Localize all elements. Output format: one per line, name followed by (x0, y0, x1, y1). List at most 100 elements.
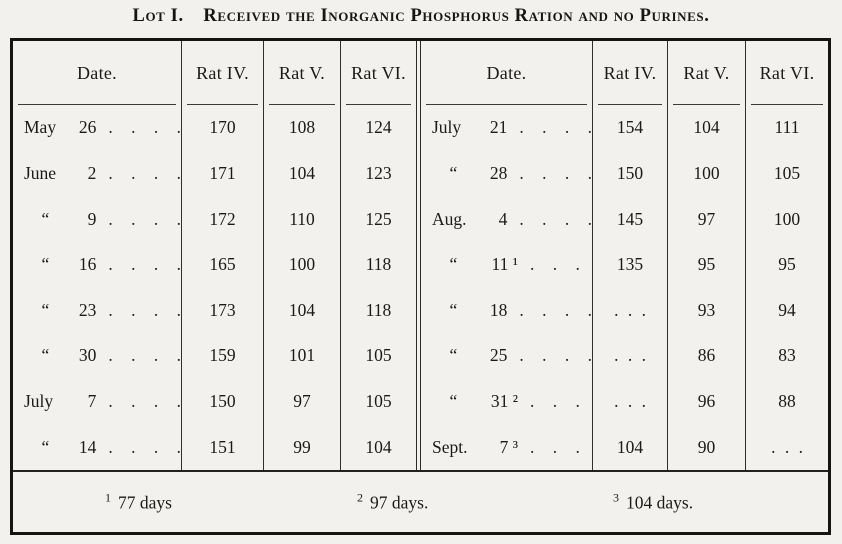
date-cell: “ 31 ² . . . (421, 379, 592, 425)
column-header-rat-iv: Rat IV. (592, 41, 667, 105)
table-row: “ 28 . . . . 150 100 105 (421, 150, 828, 197)
rat-vi-value: 88 (745, 378, 828, 425)
table-body-area: Date. Rat IV. Rat V. Rat VI. May 26 . . . … (13, 41, 828, 470)
date-month: Aug. (432, 208, 467, 229)
date-month: “ (24, 208, 50, 229)
rat-v-value: 110 (263, 196, 340, 242)
dot-leader: . . . . (108, 299, 181, 320)
rat-vi-value: 118 (340, 287, 416, 334)
table-row: Aug. 4 . . . . 145 97 100 (421, 196, 828, 242)
rat-vi-value: 95 (745, 241, 828, 288)
column-header-rat-v: Rat V. (263, 41, 340, 105)
rat-v-value: 100 (263, 241, 340, 288)
table-row: “ 16 . . . . 165 100 118 (13, 241, 416, 288)
date-cell: July 7 . . . . (13, 379, 181, 425)
right-header-row: Date. Rat IV. Rat V. Rat VI. (421, 41, 828, 105)
date-cell: “ 16 . . . . (13, 242, 182, 288)
footnote-text: 97 days. (370, 492, 429, 513)
rat-iv-value: 165 (181, 241, 263, 288)
dot-leader: . . . . (108, 345, 181, 366)
rat-iv-value: . . . (592, 333, 667, 379)
rat-iv-value: 173 (181, 287, 263, 334)
rat-v-value: 93 (667, 287, 745, 334)
rat-v-value: 90 (667, 424, 745, 470)
date-cell: “ 11 ¹ . . . (421, 242, 592, 288)
rat-iv-value: . . . (592, 287, 667, 334)
date-month: “ (432, 254, 458, 275)
date-month: “ (432, 299, 458, 320)
table-row: “ 18 . . . . . . . 93 94 (421, 287, 828, 334)
date-month: “ (24, 345, 50, 366)
table-row: Sept. 7 ³ . . . 104 90 . . . (421, 424, 828, 470)
date-month: June (24, 162, 57, 183)
rat-v-value: 99 (263, 424, 340, 470)
table-row: “ 31 ² . . . . . . 96 88 (421, 378, 828, 425)
rat-iv-value: 151 (181, 424, 263, 470)
rat-vi-value: 105 (745, 150, 828, 197)
date-day: 9 (87, 208, 97, 229)
column-header-rat-vi: Rat VI. (340, 41, 416, 105)
column-header-rat-iv: Rat IV. (181, 41, 263, 105)
date-month: May (24, 117, 57, 138)
column-header-rat-vi: Rat VI. (745, 41, 828, 105)
date-cell: Aug. 4 . . . . (421, 196, 592, 242)
date-day: 31 ² (490, 391, 518, 412)
date-cell: Sept. 7 ³ . . . (421, 424, 592, 470)
footnote-text: 77 days (118, 492, 172, 513)
footnote-mark: 3 (613, 490, 619, 505)
rat-vi-value: 125 (340, 196, 416, 242)
rat-vi-value: 83 (745, 333, 828, 379)
date-month: “ (24, 299, 50, 320)
rat-vi-value: 118 (340, 241, 416, 288)
rat-v-value: 104 (263, 287, 340, 334)
dot-leader: . . . . (519, 117, 592, 138)
date-month: “ (432, 162, 458, 183)
rat-iv-value: 150 (181, 378, 263, 425)
table-row: July 7 . . . . 150 97 105 (13, 378, 416, 425)
dot-leader: . . . . (519, 299, 592, 320)
table-row: “ 23 . . . . 173 104 118 (13, 287, 416, 334)
footnote-mark: 2 (357, 490, 363, 505)
date-cell: “ 14 . . . . (13, 424, 182, 470)
footnote-2: 2 97 days. (357, 491, 428, 514)
rat-vi-value: . . . (745, 424, 828, 470)
table-row: “ 14 . . . . 151 99 104 (13, 424, 416, 470)
date-day: 26 (78, 117, 97, 138)
date-cell: May 26 . . . . (13, 105, 181, 151)
date-month: “ (24, 436, 50, 457)
footnote-text: 104 days. (626, 492, 694, 513)
date-day: 4 (498, 208, 508, 229)
rat-vi-value: 124 (340, 105, 416, 151)
date-cell: “ 18 . . . . (421, 288, 593, 334)
date-cell: “ 9 . . . . (13, 196, 182, 242)
rat-v-value: 95 (667, 241, 745, 288)
dot-leader: . . . . (108, 162, 181, 183)
dot-leader: . . . . (108, 208, 181, 229)
date-month: July (24, 391, 54, 412)
date-month: July (432, 117, 462, 138)
date-day: 21 (489, 117, 508, 138)
rat-iv-value: 154 (592, 105, 667, 151)
left-table: Date. Rat IV. Rat V. Rat VI. May 26 . . . … (13, 41, 416, 470)
date-day: 30 (78, 345, 97, 366)
dot-leader: . . . (530, 436, 580, 457)
dot-leader: . . . . (108, 117, 181, 138)
column-header-date: Date. (13, 41, 181, 105)
table-row: “ 11 ¹ . . . 135 95 95 (421, 241, 828, 288)
dot-leader: . . . (530, 254, 580, 275)
dot-leader: . . . . (108, 391, 181, 412)
rat-v-value: 104 (667, 105, 745, 151)
rat-iv-value: 159 (181, 333, 263, 379)
right-table-rows: July 21 . . . . 154 104 111 “ 28 . . . . 150… (421, 105, 828, 470)
date-day: 11 ¹ (491, 254, 518, 275)
table-title: Lot I. Received the Inorganic Phosphorus… (132, 6, 710, 26)
date-month: Sept. (432, 436, 468, 457)
rat-vi-value: 104 (340, 424, 416, 470)
rat-v-value: 100 (667, 150, 745, 197)
date-day: 28 (489, 162, 508, 183)
center-double-rule (416, 41, 421, 470)
rat-iv-value: 170 (181, 105, 263, 151)
rat-v-value: 97 (667, 196, 745, 242)
rat-iv-value: 172 (181, 196, 263, 242)
